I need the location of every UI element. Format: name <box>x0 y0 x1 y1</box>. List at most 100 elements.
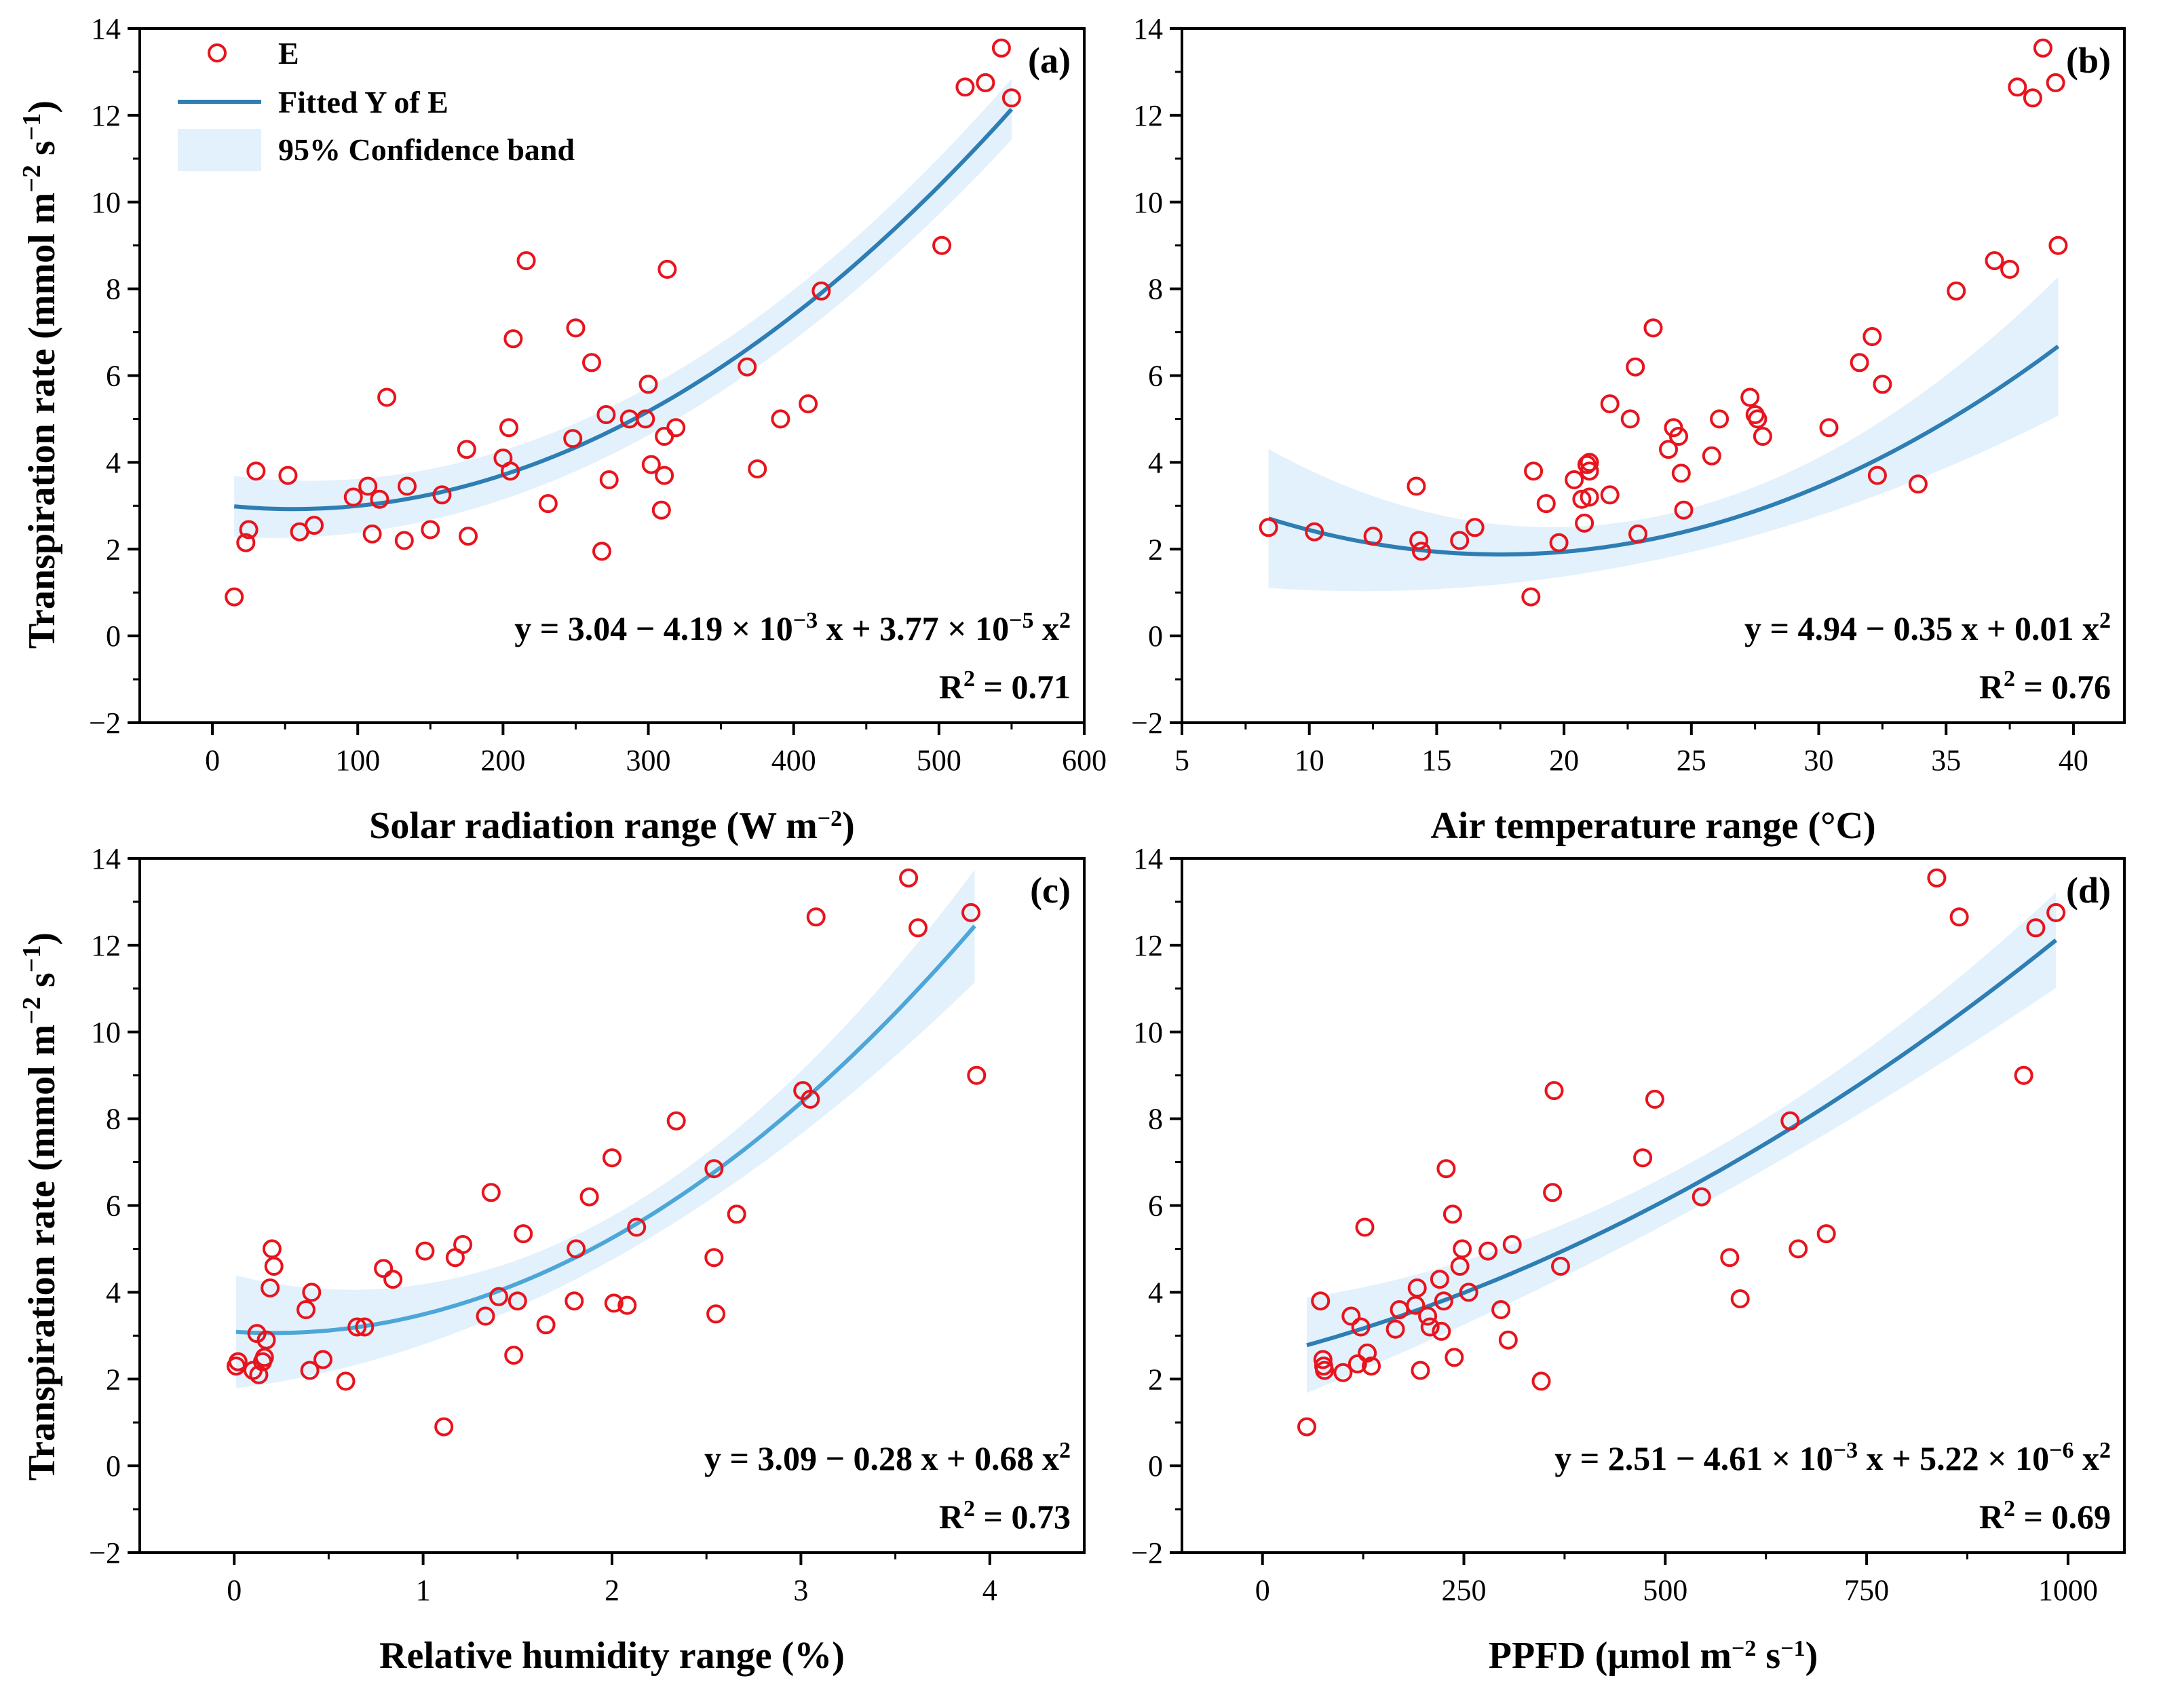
data-point <box>1753 427 1772 446</box>
data-point <box>1645 1089 1664 1109</box>
r-squared: R2 = 0.76 <box>1979 666 2111 706</box>
data-point <box>1351 1317 1371 1337</box>
data-point <box>1710 409 1730 429</box>
y-axis-label-top: Transpiration rate (mmol m−2 s−1) <box>18 100 63 649</box>
fit-equation: y = 3.04 − 4.19 × 10−3 x + 3.77 × 10−5 x… <box>514 608 1071 648</box>
y-tick-label: 6 <box>106 360 121 393</box>
x-tick-label: 300 <box>626 744 671 777</box>
data-point <box>955 77 975 97</box>
y-tick-label: −2 <box>89 1536 121 1570</box>
x-tick-label: 40 <box>2059 744 2088 777</box>
y-tick-label: 0 <box>106 620 121 653</box>
data-point <box>1543 1183 1563 1202</box>
data-point <box>313 1350 332 1369</box>
data-point <box>1908 474 1928 494</box>
data-point <box>421 520 440 539</box>
y-axis-label-bottom: Transpiration rate (mmol m−2 s−1) <box>18 932 63 1481</box>
data-point <box>503 329 523 349</box>
data-point <box>1430 1270 1449 1289</box>
data-point <box>1407 1278 1427 1297</box>
data-point <box>563 429 583 449</box>
data-point <box>638 375 658 394</box>
data-point <box>909 918 928 938</box>
data-point <box>1643 318 1663 338</box>
data-point <box>347 1317 367 1337</box>
data-point <box>1565 470 1584 489</box>
data-point <box>457 440 476 459</box>
data-point <box>1633 1148 1653 1168</box>
data-point <box>246 461 266 481</box>
fitted-curve <box>235 924 976 1335</box>
legend-point-marker <box>208 43 227 62</box>
data-point <box>1669 427 1688 446</box>
data-point <box>1702 446 1721 466</box>
fit-equation: y = 4.94 − 0.35 x + 0.01 x2 <box>1744 608 2111 648</box>
y-tick-label: 4 <box>106 446 121 479</box>
data-point <box>514 1224 533 1244</box>
data-point <box>2000 259 2020 279</box>
y-tick-label: 2 <box>106 533 121 566</box>
y-tick-label: 8 <box>106 273 121 306</box>
data-point <box>239 520 259 539</box>
y-tick-label: 6 <box>106 1190 121 1223</box>
data-point <box>1985 251 2004 271</box>
data-point <box>604 1293 624 1313</box>
fit-equation: y = 3.09 − 0.28 x + 0.68 x2 <box>704 1438 1071 1478</box>
data-point <box>801 1089 820 1109</box>
y-tick-label: 8 <box>106 1103 121 1136</box>
y-tick-label: 2 <box>1148 1363 1163 1396</box>
x-tick-label: 0 <box>205 744 220 777</box>
y-tick-label: 10 <box>1133 1016 1163 1049</box>
data-point <box>249 1365 269 1384</box>
data-point <box>1789 1239 1808 1259</box>
data-point <box>1949 907 1969 927</box>
data-point <box>504 1346 524 1365</box>
data-point <box>704 1159 724 1179</box>
data-point <box>655 466 674 485</box>
data-point <box>225 587 244 607</box>
data-point <box>1407 476 1426 496</box>
y-tick-label: −2 <box>1131 706 1163 740</box>
data-point <box>666 418 686 438</box>
data-point <box>1442 1204 1462 1224</box>
data-point <box>236 533 256 552</box>
data-point <box>434 1417 454 1437</box>
fit-equation: y = 2.51 − 4.61 × 10−3 x + 5.22 × 10−6 x… <box>1554 1438 2111 1478</box>
data-point <box>394 531 414 550</box>
data-point <box>538 494 558 514</box>
data-point <box>278 466 298 485</box>
data-point <box>261 1278 280 1297</box>
data-point <box>489 1287 508 1306</box>
fitted-curve <box>233 107 1014 512</box>
data-point <box>1816 1224 1836 1244</box>
x-axis-label: Air temperature range (°C) <box>1430 805 1875 847</box>
data-point <box>1580 487 1599 507</box>
x-axis-label: Relative humidity range (%) <box>379 1635 845 1677</box>
y-tick-label: 6 <box>1148 360 1163 393</box>
data-point <box>256 1330 276 1350</box>
data-point <box>432 485 452 505</box>
data-point <box>355 1317 375 1337</box>
data-point <box>1411 1361 1430 1380</box>
x-tick-label: 3 <box>793 1574 808 1607</box>
data-point <box>1445 1348 1464 1367</box>
data-point <box>1580 453 1599 472</box>
data-point <box>566 318 586 338</box>
legend: E Fitted Y of E 95% Confidence band <box>178 36 575 171</box>
y-tick-label: 12 <box>1133 99 1163 132</box>
data-point <box>481 1183 501 1202</box>
data-point <box>1575 513 1594 533</box>
data-point <box>516 251 536 271</box>
data-point <box>1521 587 1541 607</box>
panel-b: −2 0 2 4 6 8 10 12 14 5 10 15 20 25 30 35 40 Air temperat… <box>1131 12 2126 847</box>
data-point <box>592 542 611 561</box>
data-point <box>1819 418 1839 438</box>
data-point <box>2026 918 2046 938</box>
data-point <box>459 527 478 546</box>
data-point <box>641 455 661 474</box>
data-point <box>567 1239 586 1259</box>
x-tick-label: 30 <box>1804 744 1834 777</box>
data-point <box>536 1315 556 1335</box>
data-point <box>806 907 826 927</box>
